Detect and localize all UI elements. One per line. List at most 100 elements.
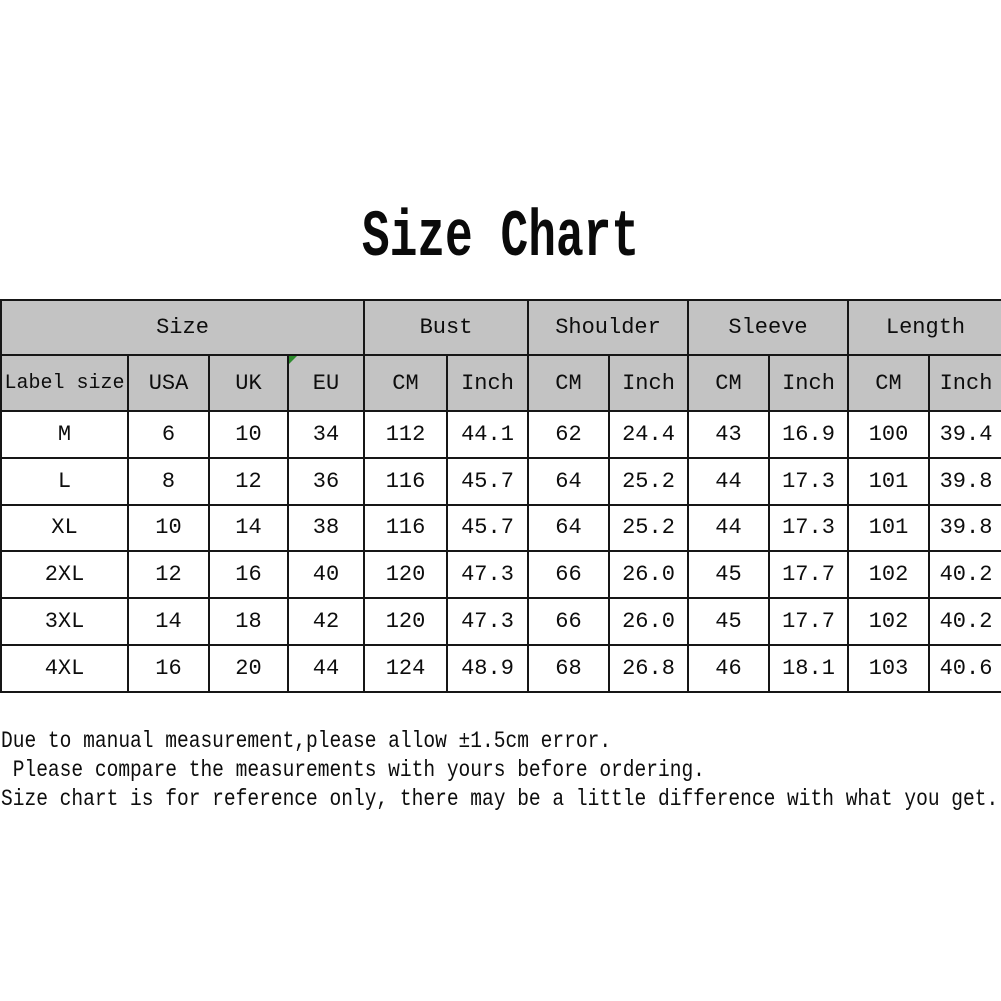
note-measurement-error: Due to manual measurement,please allow ±… [1,728,612,754]
cell-length-cm: 103 [847,643,930,693]
cell-sleeve-inch: 17.3 [768,456,849,506]
cell-length-cm: 101 [847,456,930,506]
cell-shoulder-cm: 68 [527,643,610,693]
note-compare-measurements: Please compare the measurements with you… [1,757,705,783]
column-header-usa: USA [127,354,210,412]
cell-length-inch: 39.4 [928,410,1001,459]
note-reference-only: Size chart is for reference only, there … [1,786,999,812]
column-header-eu: EU [287,354,365,412]
cell-length-cm: 102 [847,597,930,646]
cell-size: XL [0,503,129,553]
cell-size: L [0,456,129,506]
table-row-m: M 6 10 34 112 44.1 62 24.4 43 16.9 100 3… [0,410,1001,459]
column-group-sleeve: Sleeve [687,299,849,356]
cell-sleeve-cm: 44 [687,456,770,506]
cell-uk: 12 [208,456,289,506]
cell-usa: 16 [127,643,210,693]
cell-sleeve-inch: 17.3 [768,503,849,553]
cell-sleeve-cm: 43 [687,410,770,459]
cell-eu: 40 [287,550,365,600]
cell-shoulder-inch: 26.0 [608,597,689,646]
cell-length-inch: 40.2 [928,550,1001,600]
cell-shoulder-cm: 62 [527,410,610,459]
green-corner-marker-icon [289,356,297,364]
column-header-bust-inch: Inch [446,354,529,412]
cell-bust-cm: 120 [363,550,448,600]
cell-sleeve-inch: 17.7 [768,550,849,600]
cell-shoulder-cm: 66 [527,597,610,646]
cell-shoulder-inch: 25.2 [608,503,689,553]
cell-eu: 38 [287,503,365,553]
column-header-sleeve-cm: CM [687,354,770,412]
cell-shoulder-cm: 66 [527,550,610,600]
measurement-notes: Due to manual measurement,please allow ±… [1,727,1001,814]
cell-size: M [0,410,129,459]
size-chart-table: Size Bust Shoulder Sleeve Length Label s… [0,299,1001,693]
cell-eu: 36 [287,456,365,506]
cell-shoulder-inch: 26.8 [608,643,689,693]
cell-shoulder-inch: 25.2 [608,456,689,506]
cell-uk: 16 [208,550,289,600]
cell-length-cm: 100 [847,410,930,459]
cell-bust-cm: 120 [363,597,448,646]
cell-size: 2XL [0,550,129,600]
cell-uk: 10 [208,410,289,459]
cell-bust-cm: 112 [363,410,448,459]
cell-eu: 42 [287,597,365,646]
column-group-size: Size [0,299,365,356]
cell-length-inch: 40.6 [928,643,1001,693]
page-title: Size Chart [361,200,640,275]
cell-bust-inch: 44.1 [446,410,529,459]
column-group-shoulder: Shoulder [527,299,689,356]
table-row-2xl: 2XL 12 16 40 120 47.3 66 26.0 45 17.7 10… [0,550,1001,600]
cell-size: 3XL [0,597,129,646]
cell-bust-inch: 45.7 [446,503,529,553]
cell-uk: 18 [208,597,289,646]
column-header-eu-label: EU [312,370,340,396]
column-group-length: Length [847,299,1001,356]
table-group-header-row: Size Bust Shoulder Sleeve Length [0,299,1001,356]
cell-usa: 12 [127,550,210,600]
cell-sleeve-cm: 45 [687,550,770,600]
column-header-shoulder-inch: Inch [608,354,689,412]
cell-usa: 6 [127,410,210,459]
cell-usa: 8 [127,456,210,506]
cell-uk: 20 [208,643,289,693]
cell-shoulder-cm: 64 [527,456,610,506]
column-header-length-cm: CM [847,354,930,412]
table-row-4xl: 4XL 16 20 44 124 48.9 68 26.8 46 18.1 10… [0,643,1001,693]
cell-length-cm: 102 [847,550,930,600]
column-header-length-inch: Inch [928,354,1001,412]
cell-bust-cm: 116 [363,456,448,506]
column-header-shoulder-cm: CM [527,354,610,412]
cell-length-inch: 40.2 [928,597,1001,646]
cell-shoulder-cm: 64 [527,503,610,553]
column-header-uk: UK [208,354,289,412]
cell-bust-inch: 47.3 [446,550,529,600]
cell-bust-inch: 47.3 [446,597,529,646]
cell-sleeve-inch: 18.1 [768,643,849,693]
cell-size: 4XL [0,643,129,693]
column-group-bust: Bust [363,299,529,356]
table-row-xl: XL 10 14 38 116 45.7 64 25.2 44 17.3 101… [0,503,1001,553]
column-header-sleeve-inch: Inch [768,354,849,412]
cell-sleeve-inch: 16.9 [768,410,849,459]
cell-shoulder-inch: 24.4 [608,410,689,459]
cell-eu: 44 [287,643,365,693]
cell-sleeve-inch: 17.7 [768,597,849,646]
column-header-label-size: Label size [0,354,129,412]
cell-usa: 14 [127,597,210,646]
cell-length-inch: 39.8 [928,503,1001,553]
cell-sleeve-cm: 44 [687,503,770,553]
cell-eu: 34 [287,410,365,459]
cell-sleeve-cm: 46 [687,643,770,693]
table-row-3xl: 3XL 14 18 42 120 47.3 66 26.0 45 17.7 10… [0,597,1001,646]
cell-shoulder-inch: 26.0 [608,550,689,600]
cell-length-cm: 101 [847,503,930,553]
column-header-bust-cm: CM [363,354,448,412]
cell-length-inch: 39.8 [928,456,1001,506]
cell-bust-cm: 116 [363,503,448,553]
cell-usa: 10 [127,503,210,553]
cell-bust-cm: 124 [363,643,448,693]
